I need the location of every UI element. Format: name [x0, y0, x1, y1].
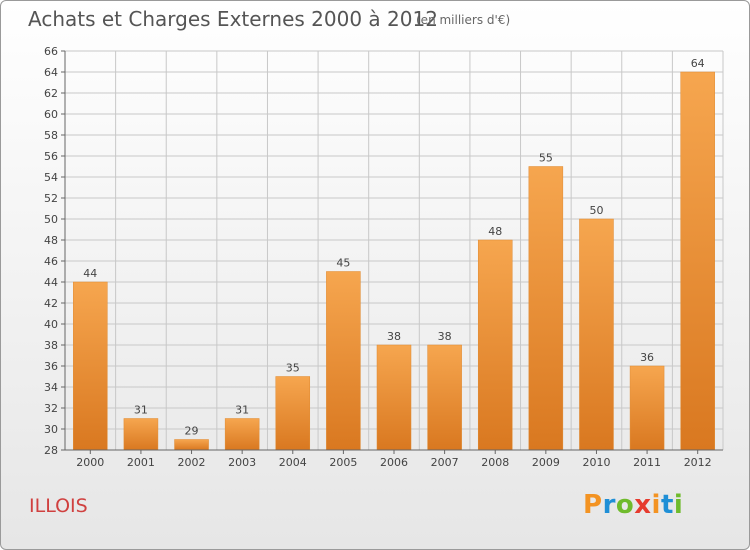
y-tick-label: 48 [44, 234, 58, 247]
data-label-2000: 44 [83, 267, 97, 280]
x-tick-label-2010: 2010 [582, 456, 610, 469]
y-tick-label: 46 [44, 255, 58, 268]
y-tick-label: 52 [44, 192, 58, 205]
y-tick-label: 44 [44, 276, 58, 289]
x-tick-label-2012: 2012 [684, 456, 712, 469]
y-tick-label: 38 [44, 339, 58, 352]
bar-2002 [174, 439, 209, 451]
x-tick-label-2005: 2005 [329, 456, 357, 469]
data-label-2001: 31 [134, 404, 148, 417]
logo-letter: i [673, 490, 684, 520]
data-label-2003: 31 [235, 404, 249, 417]
y-tick-label: 60 [44, 108, 58, 121]
y-tick-label: 64 [44, 66, 58, 79]
y-tick-label: 30 [44, 423, 58, 436]
y-tick-label: 58 [44, 129, 58, 142]
data-label-2009: 55 [539, 152, 553, 165]
data-label-2005: 45 [336, 257, 350, 270]
data-label-2004: 35 [286, 362, 300, 375]
y-tick-label: 34 [44, 381, 58, 394]
bar-2000 [73, 281, 108, 451]
x-tick-label-2008: 2008 [481, 456, 509, 469]
y-tick-label: 32 [44, 402, 58, 415]
data-label-2008: 48 [488, 225, 502, 238]
x-tick-label-2007: 2007 [431, 456, 459, 469]
bar-2011 [629, 365, 665, 451]
data-label-2002: 29 [185, 425, 199, 438]
proxiti-logo: Proxiti [583, 490, 683, 520]
bar-2008 [477, 239, 513, 451]
bar-2001 [123, 418, 159, 451]
y-tick-label: 66 [44, 45, 58, 58]
x-tick-label-2001: 2001 [127, 456, 155, 469]
bar-2006 [376, 344, 412, 451]
bar-2003 [224, 418, 260, 451]
chart-subtitle: (en milliers d'€) [416, 13, 511, 27]
data-label-2007: 38 [438, 330, 452, 343]
logo-letter: i [651, 490, 661, 520]
bar-2005 [326, 271, 361, 451]
bar-2009 [528, 166, 564, 451]
y-tick-label: 54 [44, 171, 58, 184]
x-tick-label-2011: 2011 [633, 456, 661, 469]
data-label-2006: 38 [387, 330, 401, 343]
logo-letter: o [615, 490, 635, 520]
logo-letter: x [634, 490, 652, 520]
y-tick-label: 36 [44, 360, 58, 373]
chart-title: Achats et Charges Externes 2000 à 2012 [28, 7, 438, 31]
y-tick-label: 42 [44, 297, 58, 310]
bar-2010 [579, 218, 614, 451]
logo-letter: r [602, 490, 616, 520]
data-label-2010: 50 [589, 204, 603, 217]
x-tick-label-2009: 2009 [532, 456, 560, 469]
x-tick-label-2003: 2003 [228, 456, 256, 469]
y-tick-label: 50 [44, 213, 58, 226]
y-tick-label: 56 [44, 150, 58, 163]
bar-2007 [427, 344, 462, 451]
commune-name: ILLOIS [29, 495, 88, 517]
y-tick-label: 28 [44, 444, 58, 457]
y-tick-label: 40 [44, 318, 58, 331]
logo-letter: P [583, 490, 603, 520]
x-tick-label-2004: 2004 [279, 456, 307, 469]
x-tick-label-2006: 2006 [380, 456, 408, 469]
logo-letter: t [660, 490, 674, 520]
bar-2012 [680, 71, 715, 451]
x-tick-label-2002: 2002 [178, 456, 206, 469]
data-label-2012: 64 [691, 57, 705, 70]
data-label-2011: 36 [640, 351, 654, 364]
y-tick-label: 62 [44, 87, 58, 100]
x-tick-label-2000: 2000 [76, 456, 104, 469]
bar-2004 [275, 376, 311, 451]
